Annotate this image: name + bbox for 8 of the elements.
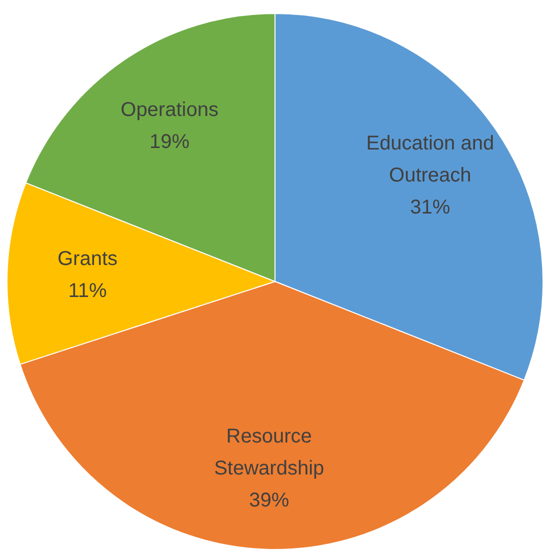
data-label: 19% (150, 130, 190, 153)
slice-label: Operations (120, 98, 218, 121)
data-label: 39% (249, 490, 290, 512)
slice-label: Resource Stewardship (214, 426, 324, 480)
data-label: 11% (68, 280, 107, 302)
data-label: 31% (410, 196, 450, 219)
slice-label: Grants (57, 248, 118, 270)
slice-label: Education and Outreach (366, 132, 494, 187)
